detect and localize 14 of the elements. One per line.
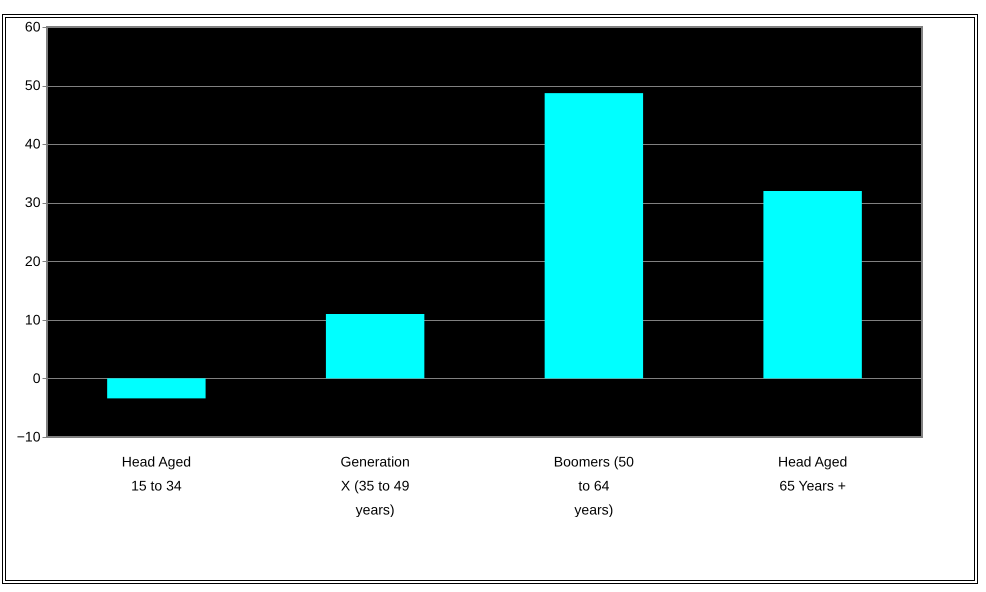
y-tick-label: 20 (24, 252, 41, 269)
bar (107, 378, 206, 398)
bar (544, 93, 644, 378)
bar (326, 314, 424, 378)
y-tick-label: 30 (24, 194, 41, 210)
y-tick-label: 60 (24, 18, 41, 34)
bar (763, 191, 862, 378)
x-tick-label: Head Aged 65 Years + (778, 454, 848, 494)
y-tick-label: −10 (16, 428, 41, 444)
y-tick-label: 50 (24, 77, 41, 94)
y-tick-label: 40 (24, 136, 41, 152)
x-tick-label: Head Aged 15 to 34 (122, 454, 192, 494)
y-tick-label: 10 (24, 311, 41, 328)
y-tick-label: 0 (32, 370, 41, 386)
